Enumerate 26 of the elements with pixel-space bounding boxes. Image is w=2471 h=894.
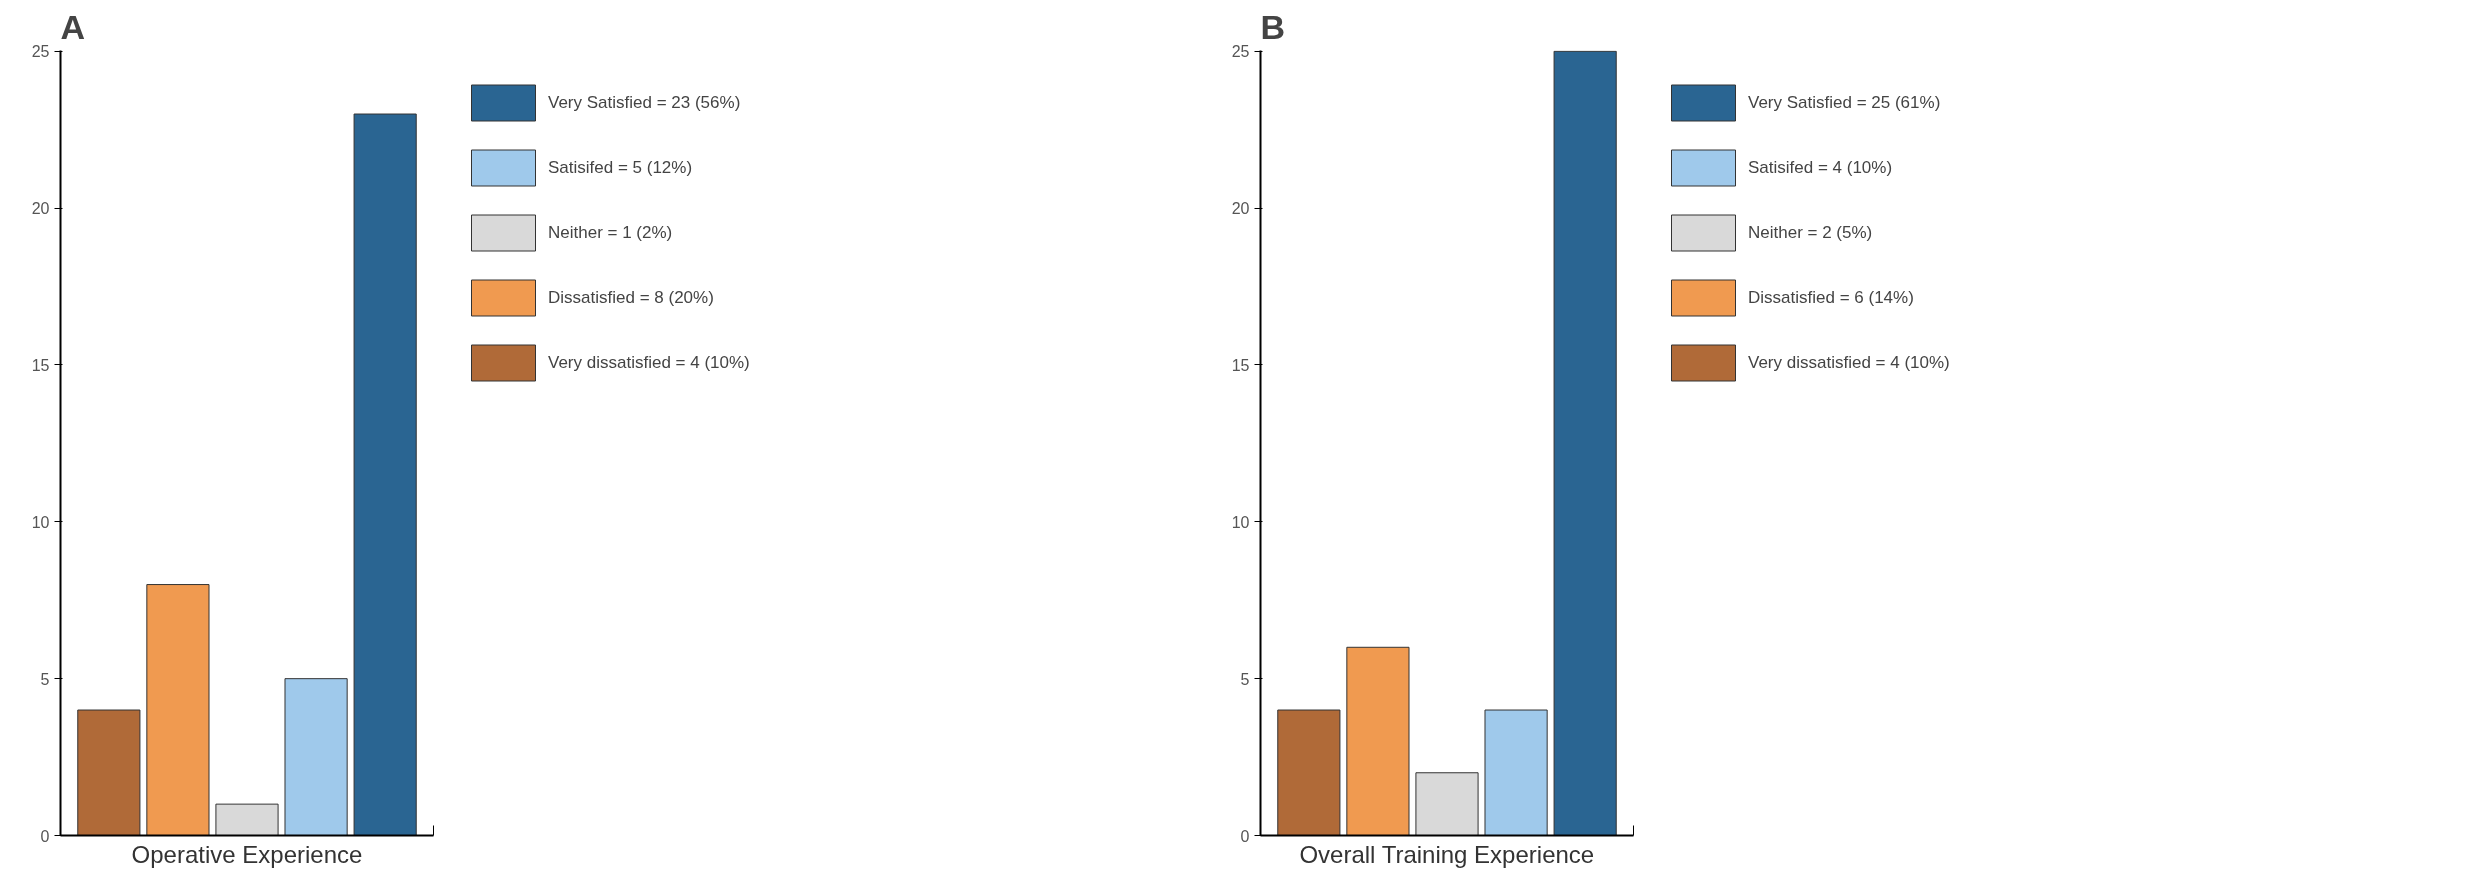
y-tick-label: 10 — [1231, 513, 1250, 531]
x-axis-title: Overall Training Experience — [1299, 840, 1595, 868]
y-tick-label: 15 — [1231, 356, 1250, 374]
x-axis-title: Operative Experience — [131, 840, 363, 868]
legend-label: Very Satisfied = 25 (61%) — [1748, 92, 1941, 113]
y-tick-label: 10 — [31, 513, 50, 531]
legend-label: Dissatisfied = 6 (14%) — [1748, 287, 1914, 308]
legend-label: Very dissatisfied = 4 (10%) — [548, 352, 750, 373]
legend-label: Dissatisfied = 8 (20%) — [548, 287, 714, 308]
legend-label: Neither = 1 (2%) — [548, 222, 673, 243]
y-tick-label: 0 — [1240, 827, 1250, 845]
y-tick-label: 5 — [40, 670, 50, 688]
y-tick-label: 20 — [1231, 200, 1250, 218]
legend-label: Neither = 2 (5%) — [1748, 222, 1873, 243]
y-tick-label: 20 — [31, 200, 50, 218]
legend-label: Very Satisfied = 23 (56%) — [548, 92, 741, 113]
legend-label: Satisifed = 4 (10%) — [1748, 157, 1893, 178]
y-tick-label: 15 — [31, 356, 50, 374]
legend-label: Very dissatisfied = 4 (10%) — [1748, 352, 1950, 373]
y-tick-label: 5 — [1240, 670, 1250, 688]
chart-title: A — [60, 7, 86, 46]
y-tick-label: 25 — [31, 43, 50, 61]
legend-label: Satisifed = 5 (12%) — [548, 157, 693, 178]
y-tick-label: 0 — [40, 827, 50, 845]
y-tick-label: 25 — [1231, 43, 1250, 61]
chart-title: B — [1260, 7, 1286, 46]
